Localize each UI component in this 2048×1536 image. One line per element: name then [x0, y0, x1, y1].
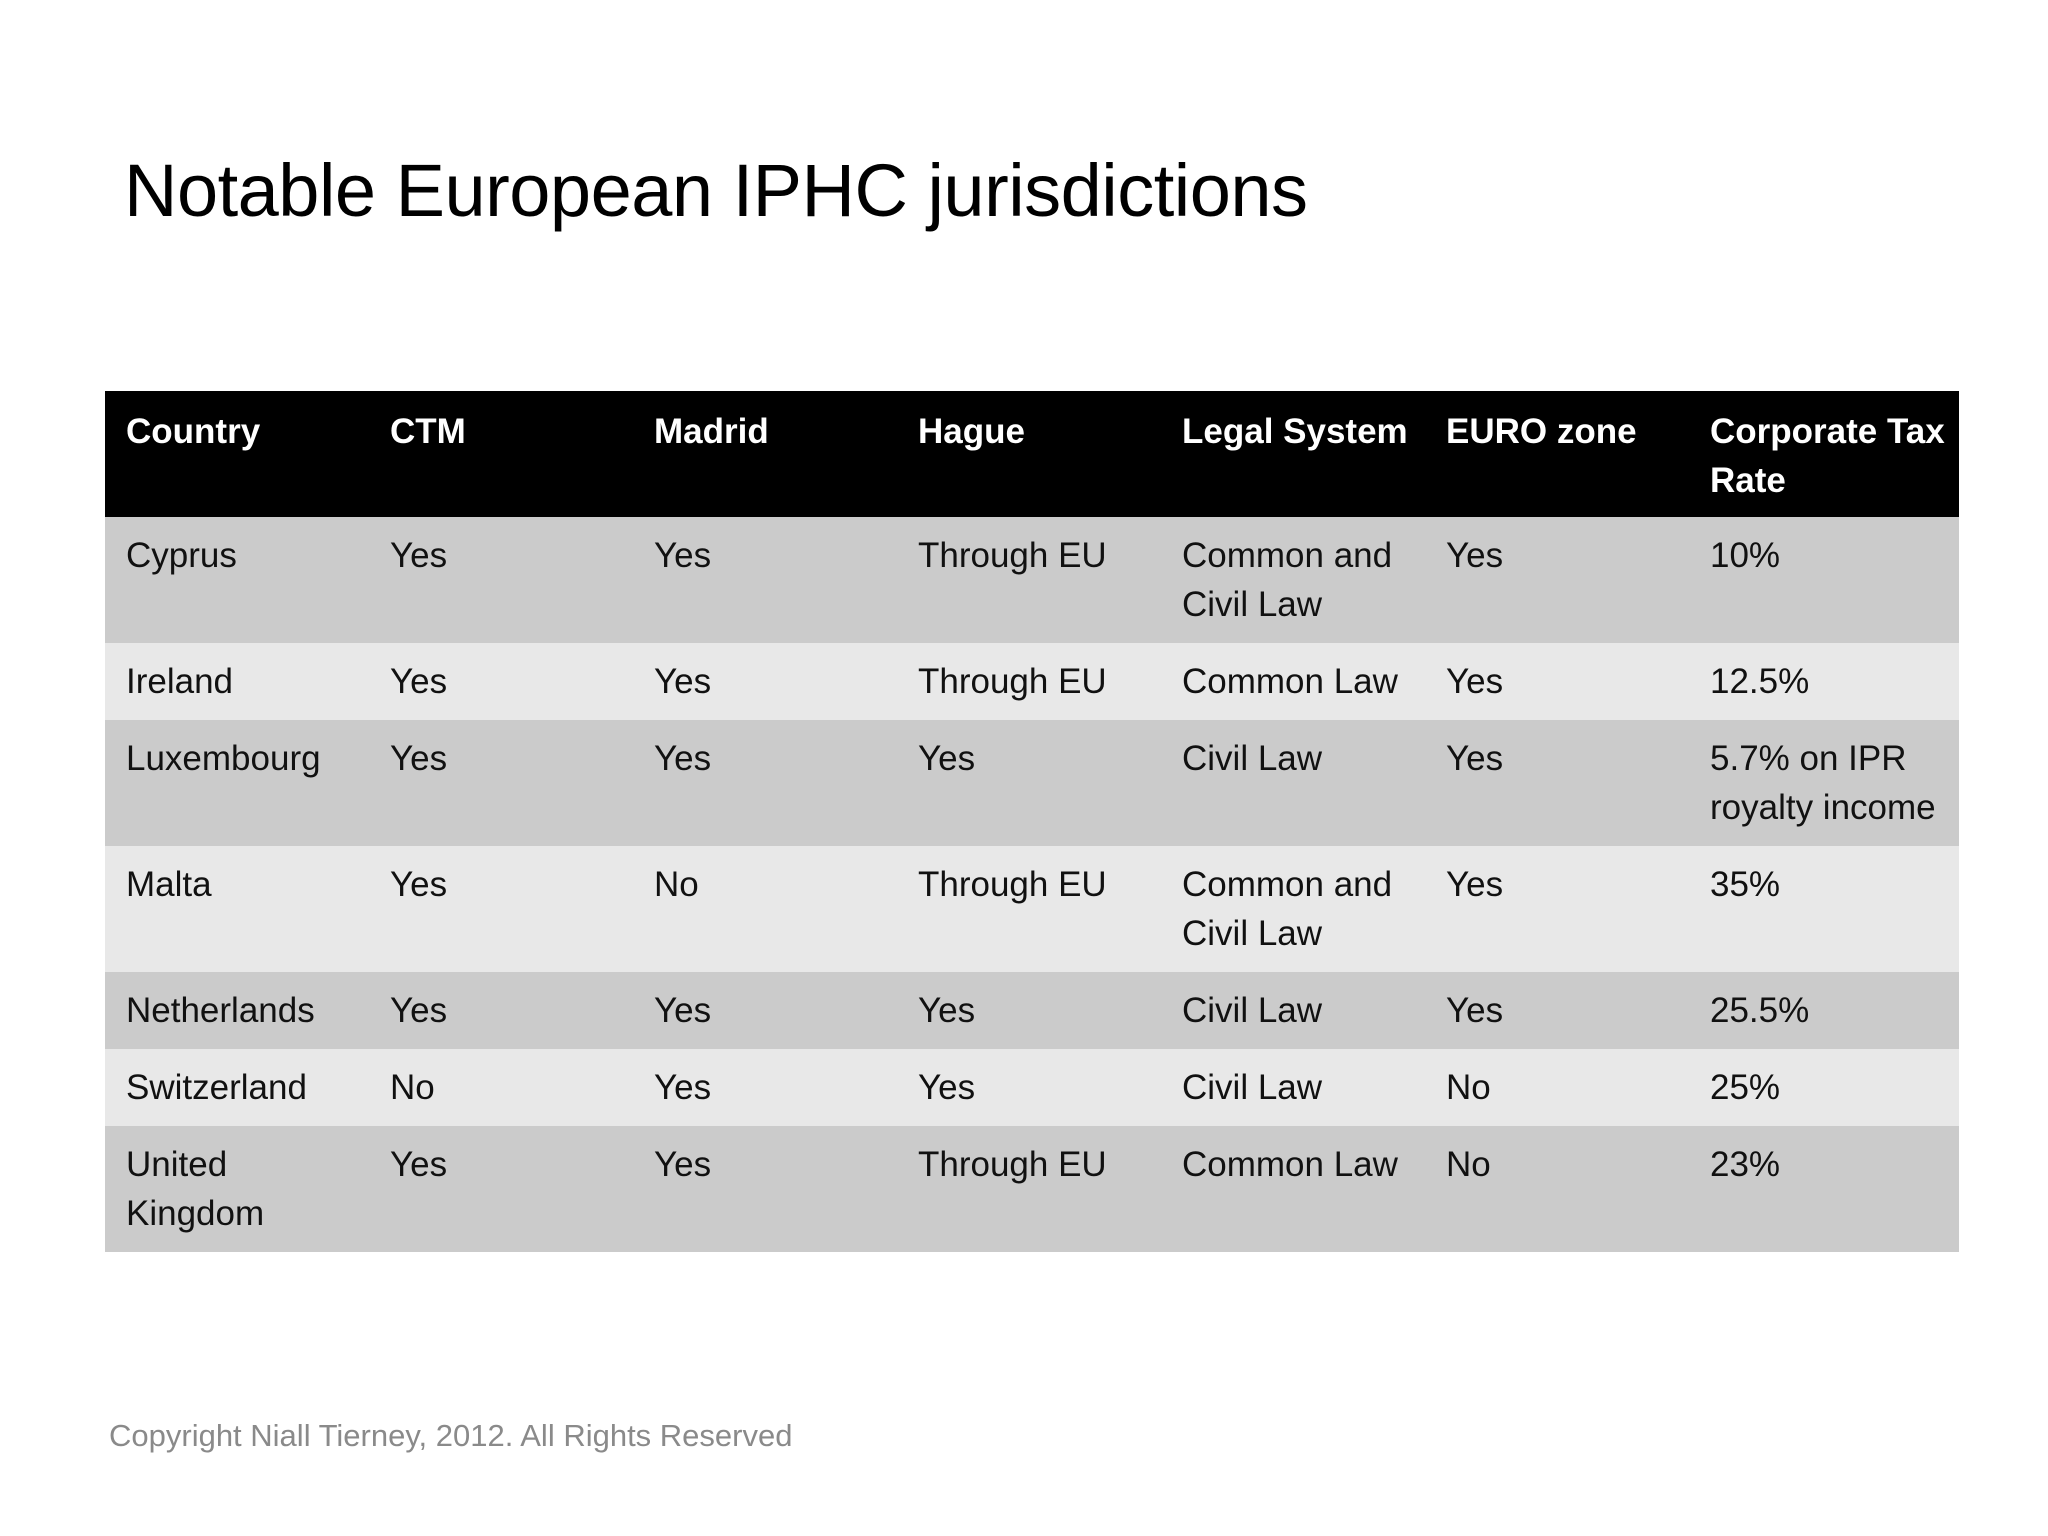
cell-euro-zone: Yes: [1446, 536, 1504, 575]
cell-madrid: Yes: [654, 662, 712, 701]
table-row: Ireland Yes Yes Through EU Common Law Ye…: [105, 643, 1959, 720]
cell-country: Switzerland: [126, 1068, 307, 1107]
header-ctm: CTM: [390, 412, 466, 451]
cell-madrid: Yes: [654, 1068, 712, 1107]
header-legal-system: Legal System: [1182, 412, 1408, 451]
header-euro-zone: EURO zone: [1446, 412, 1637, 451]
cell-legal-system: Common and Civil Law: [1182, 536, 1393, 624]
cell-euro-zone: Yes: [1446, 865, 1504, 904]
header-madrid: Madrid: [654, 412, 769, 451]
cell-tax-rate: 5.7% on IPR royalty income: [1710, 739, 1936, 827]
cell-madrid: Yes: [654, 991, 712, 1030]
cell-country: Netherlands: [126, 991, 315, 1030]
cell-legal-system: Common and Civil Law: [1182, 865, 1393, 953]
table-row: Cyprus Yes Yes Through EU Common and Civ…: [105, 517, 1959, 643]
table-row: United Kingdom Yes Yes Through EU Common…: [105, 1126, 1959, 1252]
cell-legal-system: Civil Law: [1182, 991, 1323, 1030]
cell-country: Malta: [126, 865, 212, 904]
cell-country: Cyprus: [126, 536, 237, 575]
header-hague: Hague: [918, 412, 1025, 451]
copyright-footer: Copyright Niall Tierney, 2012. All Right…: [109, 1418, 793, 1453]
cell-hague: Through EU: [918, 536, 1107, 575]
jurisdictions-table-container: Country CTM Madrid Hague Legal System EU…: [105, 391, 1959, 1252]
cell-euro-zone: Yes: [1446, 739, 1504, 778]
cell-euro-zone: No: [1446, 1145, 1491, 1184]
cell-legal-system: Civil Law: [1182, 1068, 1323, 1107]
cell-country: United Kingdom: [126, 1145, 265, 1233]
table-row: Netherlands Yes Yes Yes Civil Law Yes 25…: [105, 972, 1959, 1049]
header-corporate-tax-rate: Corporate Tax Rate: [1710, 412, 1945, 500]
cell-legal-system: Common Law: [1182, 662, 1398, 701]
cell-country: Luxembourg: [126, 739, 321, 778]
cell-hague: Through EU: [918, 1145, 1107, 1184]
header-country: Country: [126, 412, 261, 451]
cell-ctm: Yes: [390, 536, 448, 575]
jurisdictions-table: Country CTM Madrid Hague Legal System EU…: [105, 391, 1959, 1252]
table-row: Luxembourg Yes Yes Yes Civil Law Yes 5.7…: [105, 720, 1959, 846]
cell-tax-rate: 10%: [1710, 536, 1781, 575]
cell-tax-rate: 25.5%: [1710, 991, 1810, 1030]
cell-tax-rate: 35%: [1710, 865, 1781, 904]
cell-legal-system: Civil Law: [1182, 739, 1323, 778]
cell-ctm: No: [390, 1068, 435, 1107]
cell-ctm: Yes: [390, 991, 448, 1030]
cell-legal-system: Common Law: [1182, 1145, 1398, 1184]
cell-ctm: Yes: [390, 739, 448, 778]
cell-madrid: No: [654, 865, 699, 904]
cell-euro-zone: No: [1446, 1068, 1491, 1107]
table-row: Switzerland No Yes Yes Civil Law No 25%: [105, 1049, 1959, 1126]
cell-madrid: Yes: [654, 536, 712, 575]
cell-tax-rate: 25%: [1710, 1068, 1781, 1107]
cell-country: Ireland: [126, 662, 234, 701]
cell-euro-zone: Yes: [1446, 662, 1504, 701]
cell-tax-rate: 23%: [1710, 1145, 1781, 1184]
table-row: Malta Yes No Through EU Common and Civil…: [105, 846, 1959, 972]
cell-hague: Yes: [918, 739, 976, 778]
cell-euro-zone: Yes: [1446, 991, 1504, 1030]
table-header-row: Country CTM Madrid Hague Legal System EU…: [105, 391, 1959, 517]
cell-hague: Through EU: [918, 865, 1107, 904]
cell-ctm: Yes: [390, 1145, 448, 1184]
cell-tax-rate: 12.5%: [1710, 662, 1810, 701]
cell-ctm: Yes: [390, 662, 448, 701]
cell-hague: Through EU: [918, 662, 1107, 701]
cell-madrid: Yes: [654, 739, 712, 778]
cell-madrid: Yes: [654, 1145, 712, 1184]
cell-hague: Yes: [918, 1068, 976, 1107]
cell-hague: Yes: [918, 991, 976, 1030]
slide-title: Notable European IPHC jurisdictions: [124, 149, 1308, 232]
cell-ctm: Yes: [390, 865, 448, 904]
